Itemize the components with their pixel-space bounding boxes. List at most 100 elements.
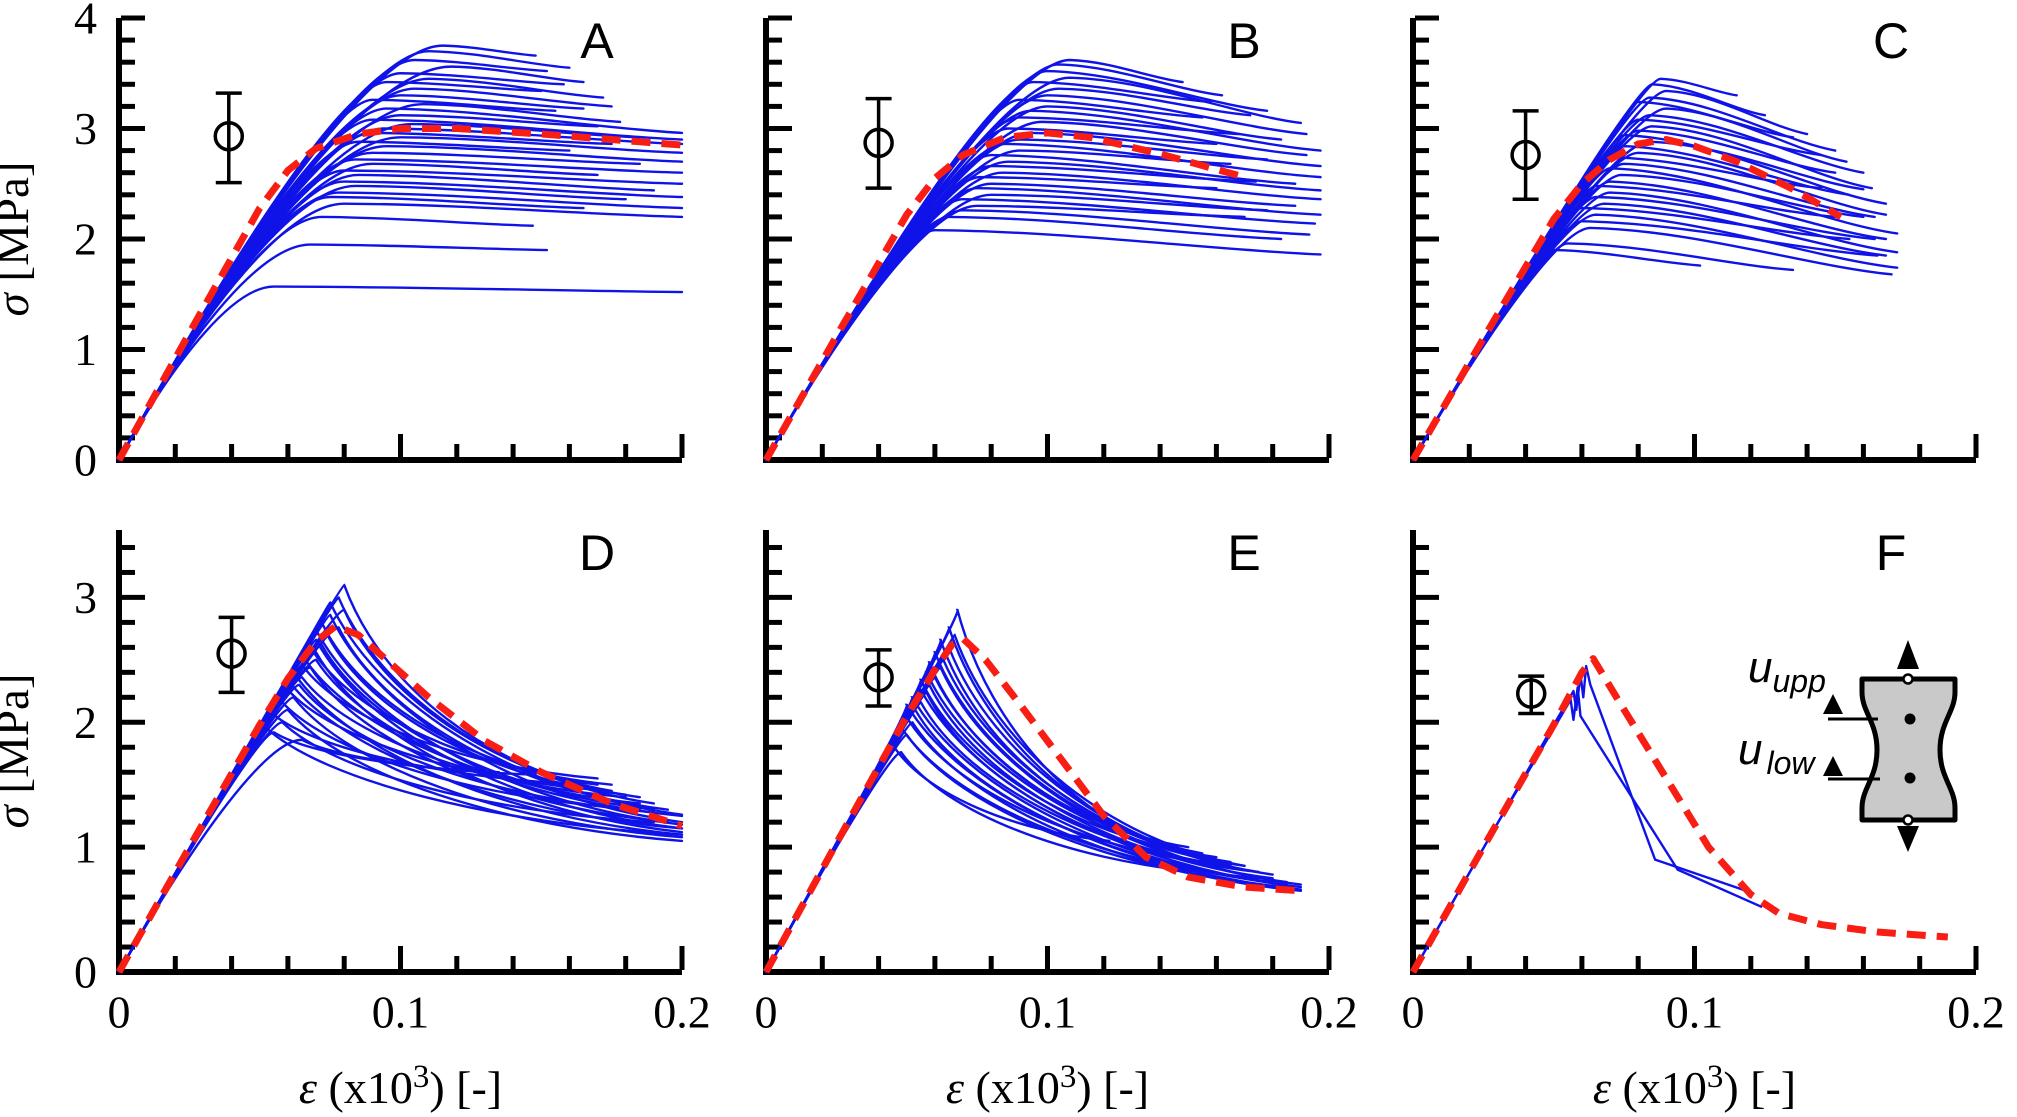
errorbar: [216, 615, 247, 695]
panel-label: E: [1227, 525, 1260, 581]
y-tick-label: 2: [74, 214, 97, 265]
experiment-curve: [117, 738, 537, 974]
u-low-sub: low: [1766, 745, 1816, 781]
errorbar: [1515, 674, 1547, 716]
experiment-curve: [1411, 162, 1876, 462]
errorbar-mean-marker: [1515, 678, 1547, 709]
x-axis-sup: 3: [1707, 1059, 1724, 1095]
model-curve: [1409, 655, 1949, 974]
experiment-curves: [117, 44, 684, 462]
panel-e: 0 0.1 0.2 ε (x103) [-] E: [755, 525, 1358, 1113]
sigma-symbol: σ: [0, 292, 39, 317]
x-tick-label: 0: [755, 987, 778, 1038]
errorbar: [213, 91, 245, 185]
x-tick-label: 0.2: [1947, 987, 2005, 1038]
experiment-curve: [764, 228, 1322, 462]
x-tick-label: 0.1: [1019, 987, 1077, 1038]
model-curve: [115, 622, 684, 974]
experiment-curve: [117, 658, 684, 974]
experiment-curve: [117, 708, 684, 974]
experiment-curve: [117, 243, 549, 462]
x-tick-label: 0.1: [1666, 987, 1724, 1038]
experiment-curve: [764, 175, 1218, 462]
load-arrow-top-icon: [1897, 640, 1919, 669]
experiment-curve: [1411, 248, 1702, 462]
experiment-curve: [117, 202, 684, 462]
experiment-curve: [117, 94, 585, 462]
experiment-curve: [764, 105, 1283, 462]
experiment-curve: [764, 721, 1303, 974]
experiment-curve: [1411, 180, 1888, 462]
panel-label: B: [1227, 13, 1260, 69]
experiment-curve: [764, 703, 1303, 974]
errorbar: [863, 648, 894, 708]
u-upp-sub: upp: [1772, 663, 1825, 699]
x-axis-post: ) [-]: [429, 1062, 502, 1113]
experiment-curve: [1411, 184, 1837, 462]
y-axis-title: σ [MPa]: [0, 673, 39, 828]
experiment-curves: [117, 583, 684, 974]
x-axis-pre: (x10: [1611, 1062, 1707, 1113]
experiment-curve: [1411, 195, 1876, 462]
experiment-curve: [117, 136, 684, 462]
experiment-curve: [1411, 202, 1888, 462]
gauge-point-upper: [1904, 713, 1916, 725]
y-tick-label: 3: [74, 103, 97, 154]
axes: [763, 530, 1329, 975]
y-tick-label: 2: [74, 697, 97, 748]
y-axis-unit: [MPa]: [0, 161, 39, 293]
experiment-curve: [1411, 83, 1767, 462]
x-tick-label: 0: [1402, 987, 1425, 1038]
experiment-curve: [1411, 686, 1763, 973]
u-low-label: u low: [1738, 725, 1816, 781]
experiment-curve: [117, 162, 599, 462]
experiment-curve: [117, 633, 627, 974]
experiment-curve: [764, 651, 1232, 974]
gauge-point-lower: [1904, 772, 1916, 784]
x-tick-label: 0.2: [1300, 987, 1358, 1038]
epsilon-symbol: ε: [1593, 1062, 1612, 1113]
x-axis-post: ) [-]: [1076, 1062, 1149, 1113]
experiment-curve: [117, 127, 684, 462]
x-axis-pre: (x10: [317, 1062, 413, 1113]
axis-ticks: [121, 15, 685, 463]
y-tick-label: 4: [74, 0, 97, 44]
errorbar-mean-marker: [216, 638, 247, 669]
u-upp-arrow-icon: [1823, 694, 1843, 714]
y-axis-unit: [MPa]: [0, 673, 39, 805]
x-axis-title: ε (x103) [-]: [299, 1059, 502, 1113]
model-curve: [762, 129, 1246, 462]
u-low-base: u: [1738, 725, 1762, 774]
panel-f: 0 0.1 0.2 ε (x103) [-] F: [1402, 525, 2005, 1113]
x-tick-label: 0: [108, 987, 131, 1038]
x-axis-pre: (x10: [964, 1062, 1060, 1113]
x-tick-label: 0.1: [372, 987, 430, 1038]
experiment-curve: [764, 58, 1184, 462]
errorbar-mean-marker: [213, 120, 245, 152]
experiment-curve: [764, 149, 1232, 462]
epsilon-symbol: ε: [299, 1062, 318, 1113]
u-upp-base: u: [1748, 643, 1772, 692]
axis-ticks: [768, 15, 1332, 463]
experiment-curves: [764, 608, 1303, 974]
model-curve: [1409, 136, 1843, 462]
panel-d: 0123σ [MPa]00.10.2ε (x103) [-]D: [0, 525, 711, 1113]
axis-ticks: [121, 544, 685, 975]
errorbar: [863, 96, 894, 190]
experiment-curve: [764, 678, 1218, 974]
experiment-curve: [117, 688, 613, 974]
x-axis-title: ε (x103) [-]: [946, 1059, 1149, 1113]
experiment-curve: [1411, 664, 1755, 973]
experiment-curves: [1411, 664, 1763, 973]
panel-label: C: [1873, 13, 1909, 69]
experiment-curve: [1411, 242, 1795, 462]
x-tick-label: 0.2: [653, 987, 711, 1038]
x-axis-title: ε (x103) [-]: [1593, 1059, 1796, 1113]
epsilon-symbol: ε: [946, 1062, 965, 1113]
errorbar-mean-marker: [1510, 139, 1541, 171]
load-arrow-bottom-icon: [1897, 826, 1919, 852]
experiment-curve: [117, 80, 543, 462]
sigma-symbol: σ: [0, 804, 39, 829]
experiment-curves: [764, 58, 1322, 462]
experiment-curve: [117, 195, 585, 462]
